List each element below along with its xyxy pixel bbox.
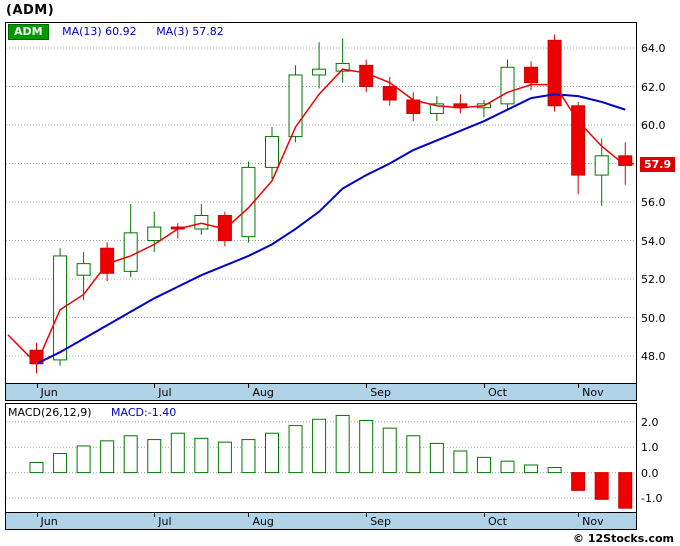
month-label: Sep xyxy=(370,515,391,528)
price-axis-label: 48.0 xyxy=(641,350,666,364)
main-y-axis-labels: 64.062.060.058.056.054.052.050.048.0 xyxy=(641,23,679,383)
ticker-symbol-badge: ADM xyxy=(8,24,49,40)
month-tick xyxy=(154,513,156,517)
price-axis-label: 62.0 xyxy=(641,80,666,94)
main-price-chart: ADM MA(13) 60.92 MA(3) 57.82 Jun Jul Aug Se… xyxy=(5,22,637,401)
last-price-tag: 57.9 xyxy=(640,157,676,173)
month-tick xyxy=(578,513,580,517)
macd-x-axis-band: Jun Jul Aug Sep Oct Nov xyxy=(6,512,636,529)
price-axis-label: 56.0 xyxy=(641,196,666,210)
month-label: Nov xyxy=(582,515,604,528)
price-axis-label: 60.0 xyxy=(641,119,666,133)
macd-axis-label: -1.0 xyxy=(641,492,663,506)
macd-y-axis-labels: 2.0 1.0 0.0 -1.0 xyxy=(641,404,679,512)
month-tick xyxy=(366,513,368,517)
macd-axis-label: 0.0 xyxy=(641,466,659,480)
month-label: Oct xyxy=(487,515,507,528)
month-label: Jul xyxy=(158,515,172,528)
page-title: (ADM) xyxy=(6,3,55,18)
ma13-legend-label: MA(13) 60.92 xyxy=(62,25,137,38)
month-tick xyxy=(248,513,250,517)
month-tick xyxy=(36,513,38,517)
price-axis-label: 52.0 xyxy=(641,273,666,287)
month-tick xyxy=(483,384,485,388)
month-label: Jul xyxy=(158,386,172,399)
month-tick xyxy=(483,513,485,517)
month-label: Jun xyxy=(40,515,58,528)
month-tick xyxy=(578,384,580,388)
macd-chart: MACD(26,12,9) MACD:-1.40 Jun Jul Aug Sep Oct… xyxy=(5,403,637,530)
main-chart-legend: ADM MA(13) 60.92 MA(3) 57.82 xyxy=(8,24,240,40)
month-tick xyxy=(154,384,156,388)
month-label: Oct xyxy=(487,386,507,399)
macd-value-label: MACD:-1.40 xyxy=(111,406,177,419)
macd-params-label: MACD(26,12,9) xyxy=(8,406,92,419)
price-axis-label: 54.0 xyxy=(641,234,666,248)
ma3-legend-label: MA(3) 57.82 xyxy=(156,25,224,38)
copyright-label: © 12Stocks.com xyxy=(573,532,674,545)
month-label: Sep xyxy=(370,386,391,399)
candlestick-chart-canvas xyxy=(6,34,636,374)
month-label: Aug xyxy=(252,386,274,399)
price-axis-label: 50.0 xyxy=(641,311,666,325)
month-tick xyxy=(36,384,38,388)
month-tick xyxy=(366,384,368,388)
month-label: Jun xyxy=(40,386,58,399)
macd-axis-label: 1.0 xyxy=(641,441,659,455)
main-x-axis-band: Jun Jul Aug Sep Oct Nov xyxy=(6,383,636,400)
macd-histogram-canvas xyxy=(6,414,636,509)
macd-legend: MACD(26,12,9) MACD:-1.40 xyxy=(8,406,176,419)
month-label: Nov xyxy=(582,386,604,399)
month-tick xyxy=(248,384,250,388)
price-axis-label: 64.0 xyxy=(641,42,666,56)
macd-axis-label: 2.0 xyxy=(641,415,659,429)
month-label: Aug xyxy=(252,515,274,528)
